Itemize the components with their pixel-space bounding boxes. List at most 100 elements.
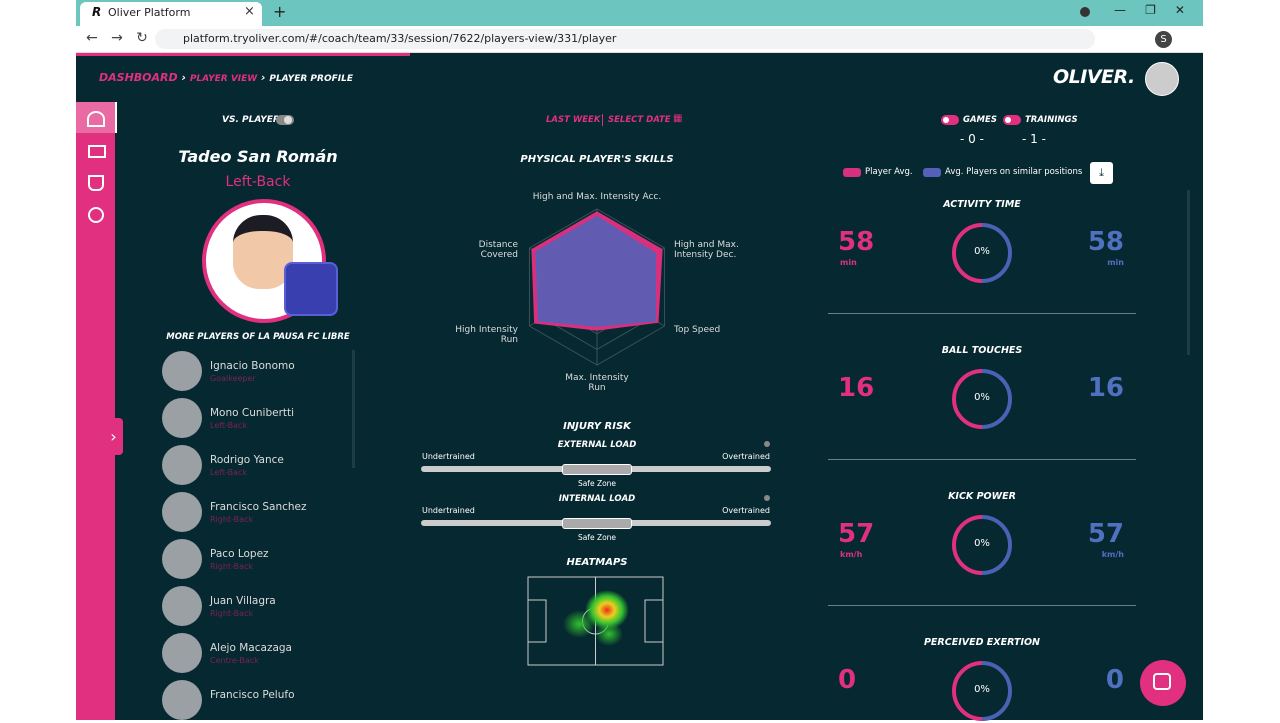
heatmaps-title: HEATMAPS	[566, 557, 628, 568]
sidebar	[76, 102, 115, 720]
tab-close[interactable]: ×	[244, 4, 255, 19]
player-item-name[interactable]: Francisco Pelufo	[210, 689, 295, 701]
tab[interactable]	[80, 2, 262, 26]
box	[644, 599, 664, 643]
profile-menu[interactable]	[1080, 7, 1090, 17]
player-item-position: Right-Back	[210, 515, 254, 524]
metric-percent: 0%	[974, 538, 990, 549]
ring-arc	[952, 223, 983, 283]
metric-title: PERCEIVED EXERTION	[923, 637, 1041, 648]
legend-label: Avg. Players on similar positions	[945, 167, 1083, 177]
metric-title: BALL TOUCHES	[941, 345, 1023, 356]
radar-axis-label: High Intensity Run	[455, 325, 518, 345]
toggle-knob	[1005, 117, 1011, 123]
player-avatar[interactable]	[162, 586, 202, 626]
logo[interactable]: OLIVER.	[1053, 66, 1135, 88]
safe-zone-label: Safe Zone	[577, 533, 617, 542]
divider	[602, 114, 603, 126]
player-item-name[interactable]: Francisco Sanchez	[210, 501, 307, 513]
filter-toggle[interactable]	[941, 115, 959, 125]
icon-settings[interactable]	[88, 207, 104, 223]
player-avatar[interactable]	[162, 445, 202, 485]
player-face	[233, 215, 293, 289]
metric-average: 16	[1087, 373, 1124, 403]
profile-avatar[interactable]: S	[1155, 31, 1172, 48]
user-avatar[interactable]	[1145, 62, 1179, 96]
metric-player-unit: km/h	[840, 550, 863, 559]
last-week[interactable]: LAST WEEK	[546, 115, 601, 125]
legend-swatch	[843, 168, 861, 177]
player-item-position: Left-Back	[210, 468, 248, 477]
player-item-position: Right-Back	[210, 609, 254, 618]
loading-bar	[76, 53, 410, 56]
metric-player: 58	[838, 227, 875, 257]
filter-label: TRAININGS	[1025, 115, 1078, 125]
metric-ring	[952, 223, 1012, 283]
tab-title: Oliver Platform	[108, 6, 191, 19]
player-item-name[interactable]: Ignacio Bonomo	[210, 360, 295, 372]
separator	[828, 313, 1136, 314]
heat-blob	[585, 590, 629, 630]
metric-title: KICK POWER	[948, 491, 1016, 502]
info-icon	[764, 495, 770, 501]
player-item-name[interactable]: Rodrigo Yance	[210, 454, 284, 466]
metric-percent: 0%	[974, 684, 990, 695]
radar-axis-label: Max. Intensity Run	[565, 373, 629, 393]
player-avatar[interactable]	[162, 633, 202, 673]
player-item-position: Goalkeeper	[210, 374, 256, 383]
safe-zone-label: Safe Zone	[577, 479, 617, 488]
filter-toggle[interactable]	[1003, 115, 1021, 125]
player-avatar[interactable]	[162, 539, 202, 579]
device	[284, 262, 338, 316]
omnibox[interactable]	[155, 29, 1095, 49]
crumb: PLAYER PROFILE	[269, 74, 353, 84]
icon-team[interactable]	[88, 175, 104, 191]
filter-count: - 0 -	[960, 132, 984, 146]
player-avatar[interactable]	[162, 398, 202, 438]
player-avatar[interactable]	[162, 351, 202, 391]
load-high: Overtrained	[722, 452, 770, 461]
download-button[interactable]: ⤓	[1090, 162, 1113, 184]
scrollbar	[1187, 190, 1190, 355]
toggle-knob	[943, 117, 949, 123]
player-item-name[interactable]: Mono Cunibertti	[210, 407, 295, 419]
radar-axis-label: High and Max. Intensity Dec.	[674, 240, 739, 260]
icon-sessions[interactable]	[88, 145, 106, 158]
player-position: Left-Back	[225, 174, 291, 190]
new-tab[interactable]: +	[273, 2, 287, 21]
toggle-knob	[284, 116, 292, 124]
radar-chart	[528, 208, 666, 366]
crumb[interactable]: DASHBOARD	[99, 71, 178, 84]
crumb[interactable]: PLAYER VIEW	[189, 74, 258, 84]
player-item-name[interactable]: Paco Lopez	[210, 548, 269, 560]
player-item-name[interactable]: Juan Villagra	[210, 595, 276, 607]
player-avatar[interactable]	[162, 680, 202, 720]
breadcrumb: DASHBOARD › PLAYER VIEW › PLAYER PROFILE	[99, 71, 353, 84]
metric-ring	[952, 369, 1012, 429]
ring-arc	[952, 369, 983, 429]
metric-player-unit: min	[840, 258, 857, 267]
player-item-name[interactable]: Alejo Macazaga	[210, 642, 292, 654]
icon-dashboard[interactable]	[87, 111, 105, 127]
box	[527, 599, 547, 643]
tab-bar	[76, 0, 1203, 26]
metric-title: ACTIVITY TIME	[943, 199, 1021, 210]
ring-arc	[981, 515, 1012, 575]
load-low: Undertrained	[422, 506, 475, 515]
separator	[828, 459, 1136, 460]
separator	[828, 605, 1136, 606]
select-date[interactable]: SELECT DATE	[608, 115, 671, 125]
expand-button[interactable]: ›	[104, 418, 123, 455]
nav-buttons[interactable]: ← → ↻	[86, 30, 148, 46]
radar-axis-label: Distance Covered	[478, 240, 518, 260]
player-avatar[interactable]	[162, 492, 202, 532]
legend-label: Player Avg.	[865, 167, 913, 177]
window-controls[interactable]: — ❐ ✕	[1114, 3, 1185, 17]
chat-button[interactable]	[1140, 660, 1186, 706]
calendar-icon[interactable]: ▦	[673, 113, 683, 124]
more-players-title: MORE PLAYERS OF LA PAUSA FC LIBRE	[166, 332, 350, 342]
scrollbar	[352, 350, 355, 468]
metric-average-unit: km/h	[1101, 550, 1124, 559]
